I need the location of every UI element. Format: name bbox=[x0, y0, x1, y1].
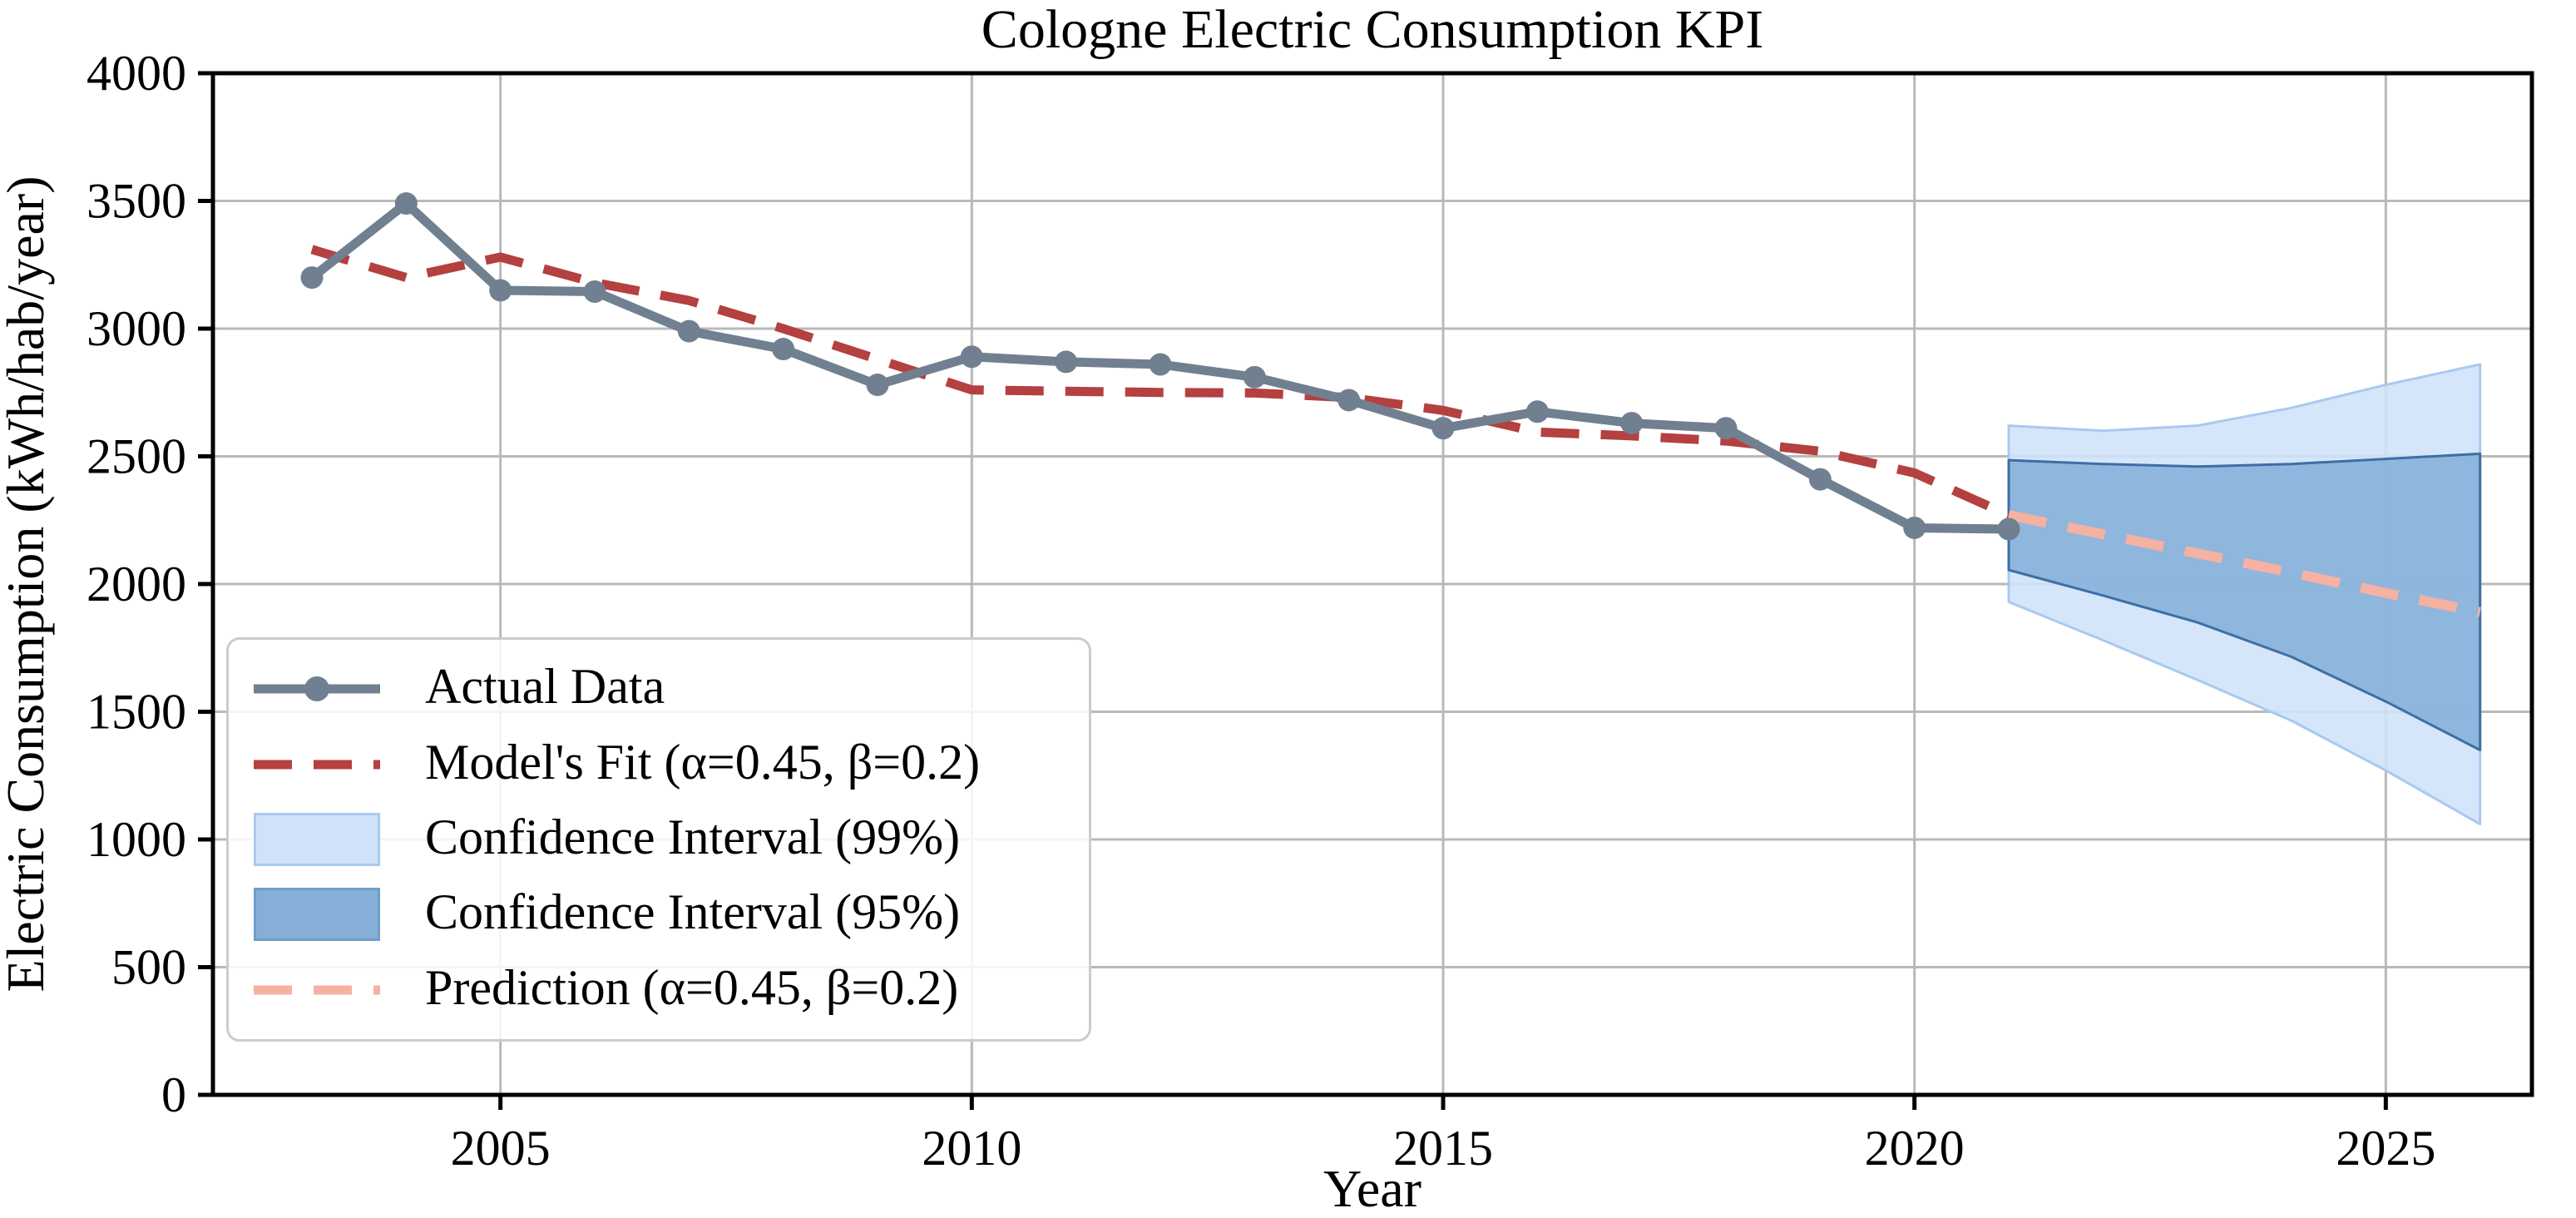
y-tick-label: 3000 bbox=[87, 301, 186, 356]
data-point-marker bbox=[1997, 517, 2020, 541]
data-point-marker bbox=[489, 279, 512, 302]
model-fit-line bbox=[310, 245, 2011, 520]
legend-item-ci95: Confidence Interval (95%) bbox=[254, 878, 1072, 951]
y-tick-label: 2000 bbox=[87, 557, 186, 611]
data-point-marker bbox=[772, 338, 795, 361]
legend-label: Confidence Interval (95%) bbox=[425, 884, 961, 940]
data-point-marker bbox=[1431, 417, 1455, 440]
data-point-marker bbox=[1620, 412, 1644, 435]
y-tick-label: 1500 bbox=[87, 685, 186, 740]
x-tick-label: 2010 bbox=[922, 1121, 1021, 1176]
legend-label: Confidence Interval (99%) bbox=[425, 809, 961, 864]
y-tick-label: 0 bbox=[161, 1067, 186, 1122]
x-tick-label: 2020 bbox=[1865, 1121, 1965, 1176]
axis-ticks bbox=[198, 71, 2388, 1110]
legend-label: Actual Data bbox=[425, 659, 665, 715]
data-point-marker bbox=[1903, 516, 1926, 539]
y-tick-label: 3500 bbox=[87, 174, 186, 229]
tick-labels: 0 500 1000 1500 2000 2500 3000 3500 4000 2005 2010… bbox=[87, 46, 2435, 1176]
y-tick-label: 2500 bbox=[87, 429, 186, 484]
y-tick-label: 500 bbox=[111, 940, 186, 995]
prediction-dash-icon bbox=[254, 963, 380, 1017]
legend-box: Actual Data Model's Fit (α=0.45, β=0.2) … bbox=[226, 637, 1091, 1042]
x-tick-label: 2015 bbox=[1393, 1121, 1493, 1176]
data-point-marker bbox=[1714, 417, 1738, 440]
ci95-band-icon bbox=[254, 888, 380, 942]
legend-item-actual-data: Actual Data bbox=[254, 652, 1072, 725]
x-tick-label: 2005 bbox=[451, 1121, 551, 1176]
data-point-marker bbox=[1808, 468, 1832, 491]
legend-label: Prediction (α=0.45, β=0.2) bbox=[425, 959, 959, 1015]
data-point-marker bbox=[300, 266, 324, 290]
actual-data-swatch-icon bbox=[254, 662, 380, 715]
data-point-marker bbox=[583, 280, 606, 303]
confidence-bands bbox=[2007, 363, 2482, 826]
y-axis-label: Electric Consumption (kWh/hab/year) bbox=[0, 176, 55, 992]
data-lines bbox=[300, 192, 2481, 617]
model-fit-dash-icon bbox=[254, 738, 380, 791]
data-point-marker bbox=[960, 345, 983, 369]
ci99-band-icon bbox=[254, 812, 380, 866]
data-point-marker bbox=[1055, 350, 1078, 374]
data-point-marker bbox=[1525, 400, 1549, 423]
legend-item-prediction: Prediction (α=0.45, β=0.2) bbox=[254, 953, 1072, 1027]
data-point-marker bbox=[866, 374, 889, 397]
legend-item-ci99: Confidence Interval (99%) bbox=[254, 803, 1072, 876]
y-tick-label: 1000 bbox=[87, 812, 186, 867]
y-tick-label: 4000 bbox=[87, 46, 186, 101]
data-point-marker bbox=[394, 192, 418, 215]
x-tick-label: 2025 bbox=[2336, 1121, 2435, 1176]
data-point-marker bbox=[1243, 365, 1266, 389]
prediction-line bbox=[2007, 510, 2481, 617]
legend-item-model-fit: Model's Fit (α=0.45, β=0.2) bbox=[254, 728, 1072, 801]
ci-95-band bbox=[2007, 452, 2482, 752]
data-point-marker bbox=[1337, 389, 1361, 412]
data-point-marker bbox=[677, 319, 700, 343]
data-point-marker bbox=[1149, 353, 1172, 376]
legend-label: Model's Fit (α=0.45, β=0.2) bbox=[425, 734, 981, 790]
x-axis-label: Year bbox=[1323, 1159, 1421, 1218]
chart-title: Cologne Electric Consumption KPI bbox=[981, 0, 1763, 60]
